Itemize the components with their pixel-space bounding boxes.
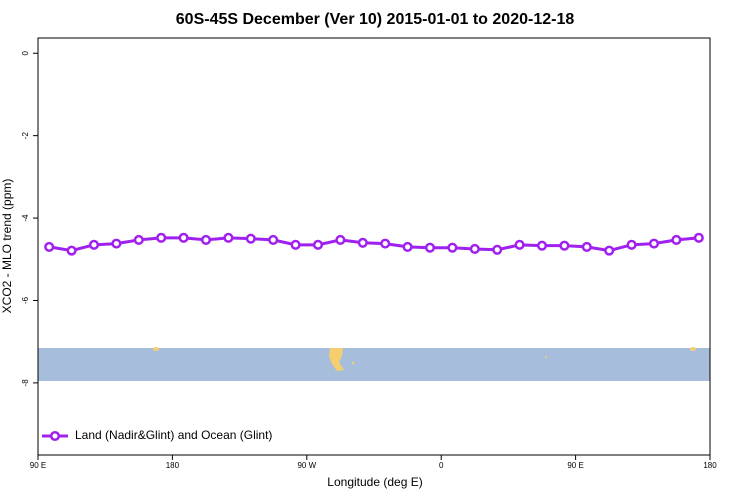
series-marker xyxy=(268,234,279,245)
series-marker xyxy=(380,238,391,249)
y-tick-label: 0 xyxy=(21,50,30,55)
x-axis-label: Longitude (deg E) xyxy=(327,475,422,489)
series-marker xyxy=(693,232,704,243)
x-tick-label: 90 E xyxy=(567,461,583,470)
plot-frame xyxy=(37,37,711,456)
series-marker xyxy=(559,240,570,251)
y-tick-label: -6 xyxy=(21,296,30,304)
x-tick-label: 0 xyxy=(439,461,444,470)
series-marker xyxy=(492,244,503,255)
series-marker xyxy=(156,232,167,243)
series-marker xyxy=(626,239,637,250)
series-marker xyxy=(245,233,256,244)
series-marker xyxy=(447,242,458,253)
legend-marker xyxy=(49,430,61,442)
series-marker xyxy=(604,245,615,256)
series-marker xyxy=(335,234,346,245)
series-marker xyxy=(66,245,77,256)
series-marker xyxy=(178,232,189,243)
series-marker xyxy=(536,240,548,251)
series-marker xyxy=(88,239,100,250)
series-marker xyxy=(133,234,144,245)
legend-label: Land (Nadir&Glint) and Ocean (Glint) xyxy=(75,428,272,442)
series-marker xyxy=(290,239,301,250)
series-marker xyxy=(424,242,436,253)
series-marker xyxy=(402,241,413,252)
series-marker xyxy=(357,237,368,248)
x-tick-label: 90 E xyxy=(30,461,46,470)
series-marker xyxy=(469,243,480,255)
series-marker xyxy=(223,232,234,243)
series-line xyxy=(48,236,699,253)
y-tick-label: -8 xyxy=(21,379,30,387)
y-tick-label: -4 xyxy=(21,214,30,222)
series-marker xyxy=(312,239,324,250)
y-tick-label: -2 xyxy=(21,132,30,140)
x-tick-label: 180 xyxy=(703,461,717,470)
map-strip xyxy=(38,347,710,381)
series-marker xyxy=(514,239,525,250)
y-axis-label: XCO2 - MLO trend (ppm) xyxy=(0,179,14,314)
series-marker xyxy=(648,238,660,249)
series-marker xyxy=(581,241,592,252)
series-marker xyxy=(111,238,122,249)
x-tick-label: 180 xyxy=(166,461,180,470)
series-marker xyxy=(44,241,55,252)
series-marker xyxy=(200,234,212,245)
series-marker xyxy=(671,234,682,245)
chart-title: 60S-45S December (Ver 10) 2015-01-01 to … xyxy=(176,11,575,28)
x-tick-label: 90 W xyxy=(297,461,316,470)
